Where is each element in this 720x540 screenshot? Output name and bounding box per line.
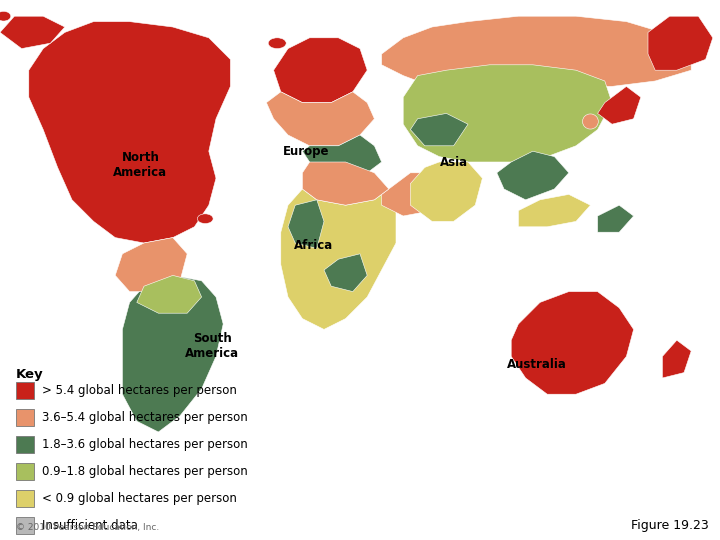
Polygon shape <box>302 162 389 205</box>
Polygon shape <box>518 194 590 227</box>
FancyBboxPatch shape <box>16 409 34 426</box>
Text: Asia: Asia <box>439 156 468 168</box>
FancyBboxPatch shape <box>16 382 34 399</box>
Text: < 0.9 global hectares per person: < 0.9 global hectares per person <box>42 492 238 505</box>
Polygon shape <box>281 189 396 329</box>
Ellipse shape <box>0 11 11 21</box>
FancyBboxPatch shape <box>16 463 34 480</box>
Polygon shape <box>598 205 634 232</box>
Text: Figure 19.23: Figure 19.23 <box>631 519 709 532</box>
Polygon shape <box>29 22 230 243</box>
Polygon shape <box>511 292 634 394</box>
Text: Europe: Europe <box>283 145 329 158</box>
Text: > 5.4 global hectares per person: > 5.4 global hectares per person <box>42 384 238 397</box>
Ellipse shape <box>268 38 287 49</box>
Text: Africa: Africa <box>294 239 333 252</box>
Polygon shape <box>598 86 641 124</box>
Polygon shape <box>274 38 367 103</box>
Polygon shape <box>0 16 65 49</box>
Text: Key: Key <box>16 368 43 381</box>
Polygon shape <box>137 275 202 313</box>
Polygon shape <box>497 151 569 200</box>
Polygon shape <box>302 135 382 178</box>
FancyBboxPatch shape <box>16 517 34 534</box>
Text: North
America: North America <box>113 151 168 179</box>
Ellipse shape <box>582 114 598 129</box>
Text: 3.6–5.4 global hectares per person: 3.6–5.4 global hectares per person <box>42 411 248 424</box>
FancyBboxPatch shape <box>16 436 34 453</box>
Polygon shape <box>410 162 482 221</box>
Polygon shape <box>403 65 612 162</box>
Text: Australia: Australia <box>506 358 567 371</box>
FancyBboxPatch shape <box>16 490 34 507</box>
Polygon shape <box>288 200 324 248</box>
Polygon shape <box>115 238 187 292</box>
Polygon shape <box>324 254 367 292</box>
Polygon shape <box>648 16 713 70</box>
Ellipse shape <box>197 214 213 224</box>
Polygon shape <box>266 92 374 146</box>
Text: Insufficient data: Insufficient data <box>42 519 138 532</box>
Polygon shape <box>410 113 468 146</box>
Polygon shape <box>382 16 691 86</box>
Text: © 2010 Pearson Education, Inc.: © 2010 Pearson Education, Inc. <box>16 523 159 532</box>
Text: 1.8–3.6 global hectares per person: 1.8–3.6 global hectares per person <box>42 438 248 451</box>
Polygon shape <box>662 340 691 378</box>
Polygon shape <box>122 275 223 432</box>
Text: 0.9–1.8 global hectares per person: 0.9–1.8 global hectares per person <box>42 465 248 478</box>
Polygon shape <box>382 173 446 216</box>
Text: South
America: South America <box>185 332 240 360</box>
